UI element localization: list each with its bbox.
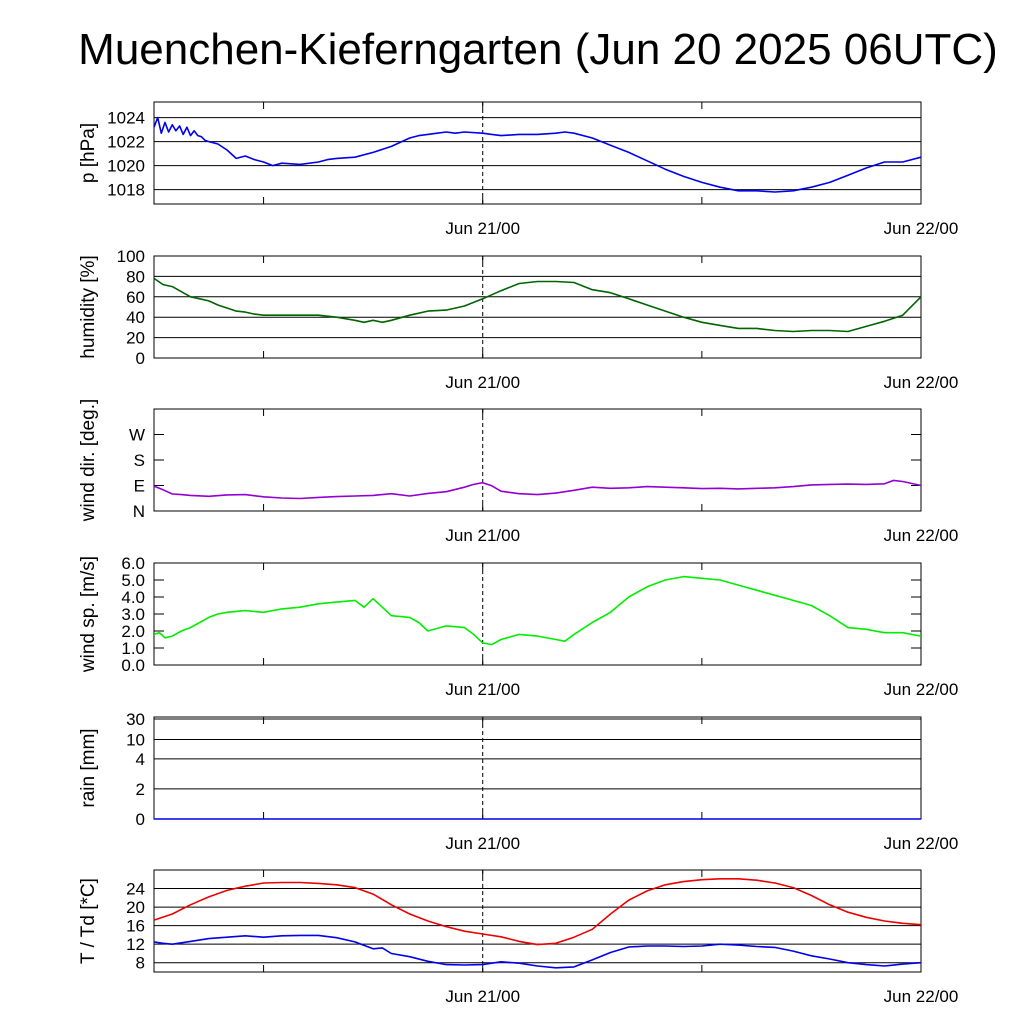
wind_direction-frame [153,408,922,512]
wind_speed-ytick-label: 4.0 [121,588,145,607]
temperature-ytick-label: 24 [126,880,145,899]
pressure-ytick-label: 1018 [107,181,145,200]
temperature-axis-label: T / Td [*C] [78,878,99,964]
wind_direction-ytick-label: S [134,451,145,470]
wind_speed-ytick-label: 0.0 [121,656,145,675]
wind_speed-xtick-label: Jun 22/00 [884,680,959,699]
temperature-xtick-label: Jun 22/00 [884,987,959,1006]
wind_direction-xtick-label: Jun 22/00 [884,526,959,545]
humidity-xtick-label: Jun 21/00 [445,373,520,392]
humidity-ytick-label: 60 [126,288,145,307]
wind_direction-xtick-label: Jun 21/00 [445,526,520,545]
rain-axis-label: rain [mm] [78,728,99,807]
pressure-frame [153,101,922,205]
rain-xtick-label: Jun 21/00 [445,834,520,853]
pressure-xtick-label: Jun 22/00 [884,219,959,238]
rain-ytick-label: 4 [136,750,145,769]
wind_speed-frame [153,562,922,666]
temperature-ytick-label: 20 [126,898,145,917]
rain-xtick-label: Jun 22/00 [884,834,959,853]
pressure-ytick-label: 1024 [107,109,145,128]
temperature-xtick-label: Jun 21/00 [445,987,520,1006]
wind_speed-xtick-label: Jun 21/00 [445,680,520,699]
rain-frame [153,716,922,820]
temperature-series-line-0 [153,877,922,946]
rain-ytick-label: 10 [126,730,145,749]
humidity-ytick-label: 20 [126,329,145,348]
humidity-frame [153,255,922,359]
wind_speed-ytick-label: 3.0 [121,605,145,624]
humidity-ytick-label: 100 [117,247,145,266]
wind_speed-ytick-label: 2.0 [121,622,145,641]
humidity-series-line-0 [153,277,922,333]
wind_direction-ytick-label: N [133,502,145,521]
wind_direction-ytick-label: E [134,477,145,496]
wind_direction-series-line-0 [153,479,922,500]
temperature-series-line-1 [153,934,922,969]
temperature-ytick-label: 16 [126,917,145,936]
wind_direction-ytick-label: W [129,426,145,445]
humidity-ytick-label: 40 [126,308,145,327]
humidity-ytick-label: 80 [126,267,145,286]
wind_speed-ytick-label: 1.0 [121,639,145,658]
rain-ytick-label: 0 [136,810,145,829]
pressure-ytick-label: 1022 [107,133,145,152]
temperature-ytick-label: 8 [136,954,145,973]
humidity-xtick-label: Jun 22/00 [884,373,959,392]
wind_direction-axis-label: wind dir. [deg.] [78,399,99,523]
pressure-ytick-label: 1020 [107,157,145,176]
temperature-ytick-label: 12 [126,935,145,954]
wind_speed-ytick-label: 5.0 [121,571,145,590]
humidity-axis-label: humidity [%] [78,255,99,358]
wind_speed-ytick-label: 6.0 [121,554,145,573]
humidity-ytick-label: 0 [136,349,145,368]
page-title: Muenchen-Kieferngarten (Jun 20 2025 06UT… [78,25,998,74]
pressure-xtick-label: Jun 21/00 [445,219,520,238]
rain-ytick-label: 30 [126,710,145,729]
temperature-frame [153,869,922,973]
wind_speed-axis-label: wind sp. [m/s] [78,556,99,673]
pressure-series-line-0 [153,116,922,193]
rain-ytick-label: 2 [136,780,145,799]
pressure-axis-label: p [hPa] [78,123,99,183]
wind_speed-series-line-0 [153,575,922,646]
